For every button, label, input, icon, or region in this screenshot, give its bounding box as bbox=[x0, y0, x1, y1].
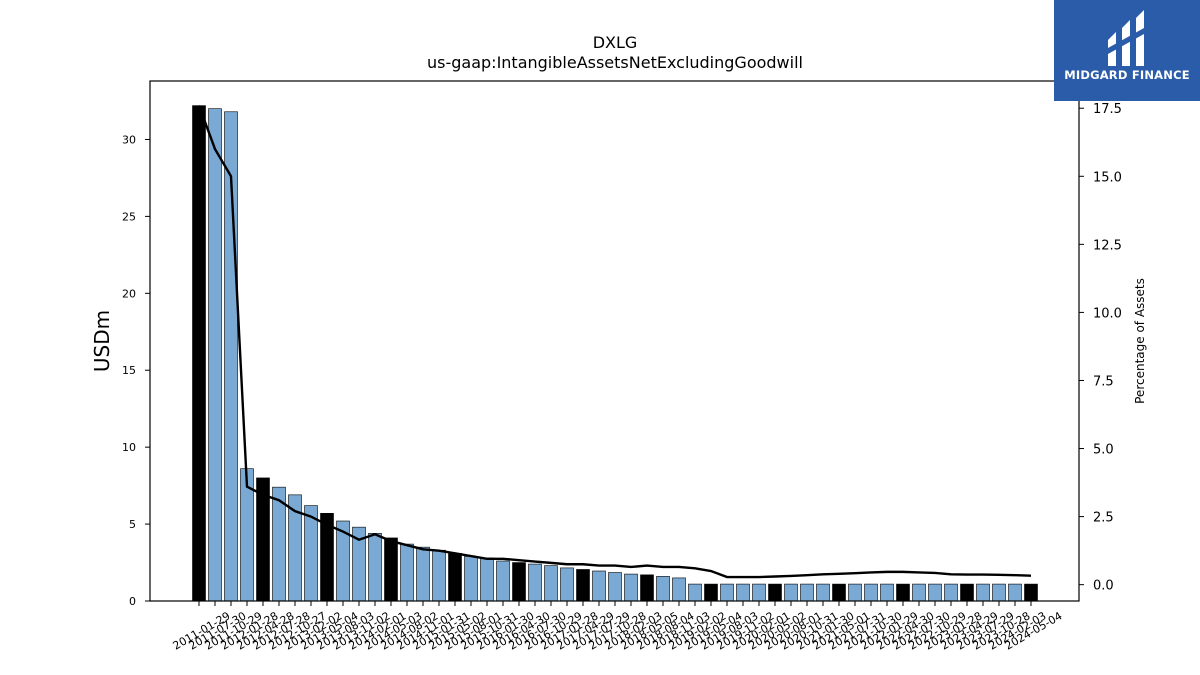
bar bbox=[848, 583, 862, 602]
bar bbox=[208, 108, 222, 602]
bar bbox=[960, 583, 974, 602]
y2-tick-label: 15.0 bbox=[1093, 170, 1122, 185]
bar bbox=[1024, 583, 1038, 602]
bars-group bbox=[192, 105, 1038, 602]
bar bbox=[400, 543, 414, 602]
bar bbox=[512, 562, 526, 602]
logo-mark-icon bbox=[1108, 10, 1144, 66]
bar bbox=[672, 577, 686, 602]
y-axis-label: USDm bbox=[90, 310, 114, 372]
bar bbox=[944, 583, 958, 602]
y2-tick-label: 17.5 bbox=[1093, 102, 1122, 117]
bar bbox=[800, 583, 814, 602]
bar bbox=[624, 573, 638, 602]
chart-title: DXLG bbox=[593, 33, 638, 52]
y2-tick-label: 0.0 bbox=[1093, 579, 1114, 594]
bar bbox=[896, 583, 910, 602]
y-tick-label: 30 bbox=[122, 133, 136, 146]
bar bbox=[416, 546, 430, 602]
bar bbox=[784, 583, 798, 602]
bar bbox=[368, 533, 382, 602]
bar bbox=[576, 569, 590, 602]
y-tick-label: 25 bbox=[122, 210, 136, 223]
y2-axis-label: Percentage of Assets bbox=[1133, 278, 1147, 404]
y2-tick-label: 10.0 bbox=[1093, 306, 1122, 321]
bar bbox=[544, 565, 558, 602]
y2-tick-label: 2.5 bbox=[1093, 511, 1114, 526]
bar bbox=[816, 583, 830, 602]
bar bbox=[720, 583, 734, 602]
bar bbox=[688, 583, 702, 602]
bar bbox=[832, 583, 846, 602]
bar bbox=[384, 537, 398, 602]
y-tick-label: 10 bbox=[122, 441, 136, 454]
y-tick-label: 5 bbox=[129, 518, 136, 531]
bar bbox=[656, 576, 670, 602]
y2-tick-label: 7.5 bbox=[1093, 374, 1114, 389]
y-tick-label: 20 bbox=[122, 287, 136, 300]
logo-text: MIDGARD FINANCE bbox=[1064, 68, 1190, 82]
bar bbox=[592, 570, 606, 602]
x-axis: 2011-01-292011-07-302011-10-292012-01-28… bbox=[171, 601, 1065, 653]
bar bbox=[560, 567, 574, 602]
percentage-line bbox=[197, 105, 1032, 579]
bar bbox=[448, 553, 462, 602]
bar bbox=[608, 572, 622, 602]
y-tick-label: 0 bbox=[129, 595, 136, 608]
midgard-finance-logo: MIDGARD FINANCE bbox=[1054, 0, 1200, 101]
bar bbox=[928, 583, 942, 602]
bar bbox=[736, 583, 750, 602]
bar bbox=[992, 583, 1006, 602]
bar bbox=[496, 560, 510, 602]
bar bbox=[912, 583, 926, 602]
bar bbox=[704, 583, 718, 602]
bar bbox=[464, 556, 478, 602]
bar bbox=[864, 583, 878, 602]
y-tick-label: 15 bbox=[122, 364, 136, 377]
bar bbox=[192, 105, 206, 602]
y2-tick-label: 5.0 bbox=[1093, 443, 1114, 458]
line-group bbox=[197, 105, 1032, 579]
left-axis: 0 5 10 15 20 25 30 bbox=[122, 133, 150, 608]
y2-tick-label: 12.5 bbox=[1093, 238, 1122, 253]
bar bbox=[528, 563, 542, 602]
bar bbox=[1008, 583, 1022, 602]
right-axis: 0.0 2.5 5.0 7.5 10.0 12.5 15.0 17.5 bbox=[1079, 102, 1122, 594]
bar bbox=[976, 583, 990, 602]
bar bbox=[880, 583, 894, 602]
bar bbox=[640, 574, 654, 602]
bar bbox=[432, 549, 446, 602]
chart-subtitle: us-gaap:IntangibleAssetsNetExcludingGood… bbox=[427, 53, 803, 72]
bar bbox=[768, 583, 782, 602]
bar bbox=[480, 557, 494, 602]
bar bbox=[752, 583, 766, 602]
